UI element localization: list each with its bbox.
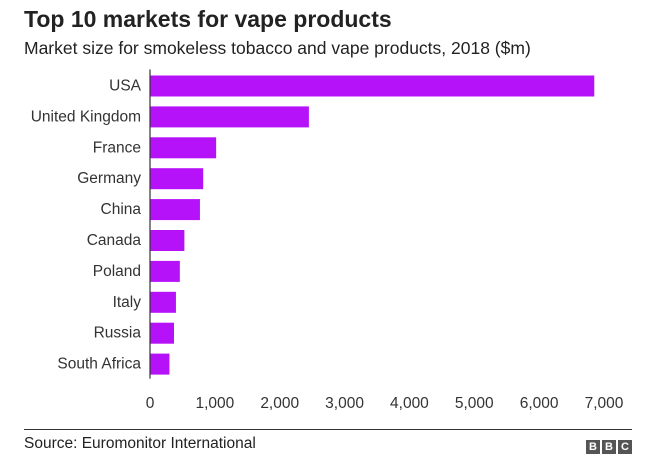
bar-russia [150,322,174,344]
category-label-south-africa: South Africa [57,356,141,373]
bar-canada [150,230,185,251]
x-tick-label-7000: 7,000 [585,395,624,412]
bbc-logo: B B C [586,440,632,454]
bbc-logo-block-b1: B [586,440,600,454]
category-label-united-kingdom: United Kingdom [31,108,141,125]
x-tick-label-3000: 3,000 [325,395,364,412]
bar-united-kingdom [150,106,309,128]
bars-layer [150,75,595,375]
x-tick-label-0: 0 [146,395,155,412]
x-tick-label-5000: 5,000 [455,395,494,412]
category-labels: USA United Kingdom France Germany China Canad… [31,78,142,373]
x-tick-label-6000: 6,000 [520,395,559,412]
bbc-logo-block-c: C [618,440,632,454]
category-label-russia: Russia [94,325,142,342]
source-note: Source: Euromonitor International [24,435,256,452]
category-label-canada: Canada [87,232,142,249]
bar-chart: USA United Kingdom France Germany China Canad… [31,69,624,412]
category-label-usa: USA [109,78,142,95]
bbc-logo-block-b2: B [602,440,616,454]
chart-subtitle: Market size for smokeless tobacco and va… [24,38,531,58]
x-tick-labels: 0 1,000 2,000 3,000 4,000 5,000 6,000 7,000 [146,395,624,412]
bar-south-africa [150,353,170,375]
footer-divider [24,429,632,430]
category-label-france: France [93,139,141,156]
x-tick-label-2000: 2,000 [260,395,299,412]
x-tick-label-4000: 4,000 [390,395,429,412]
chart-title: Top 10 markets for vape products [24,6,392,32]
bar-poland [150,260,180,282]
x-tick-label-1000: 1,000 [195,395,234,412]
bar-usa [150,75,595,97]
category-label-china: China [101,201,142,218]
bar-italy [150,291,176,313]
bar-france [150,137,217,159]
category-label-poland: Poland [93,263,141,280]
bar-china [150,199,200,221]
bar-germany [150,168,204,190]
category-label-germany: Germany [77,170,141,187]
category-label-italy: Italy [113,294,142,311]
